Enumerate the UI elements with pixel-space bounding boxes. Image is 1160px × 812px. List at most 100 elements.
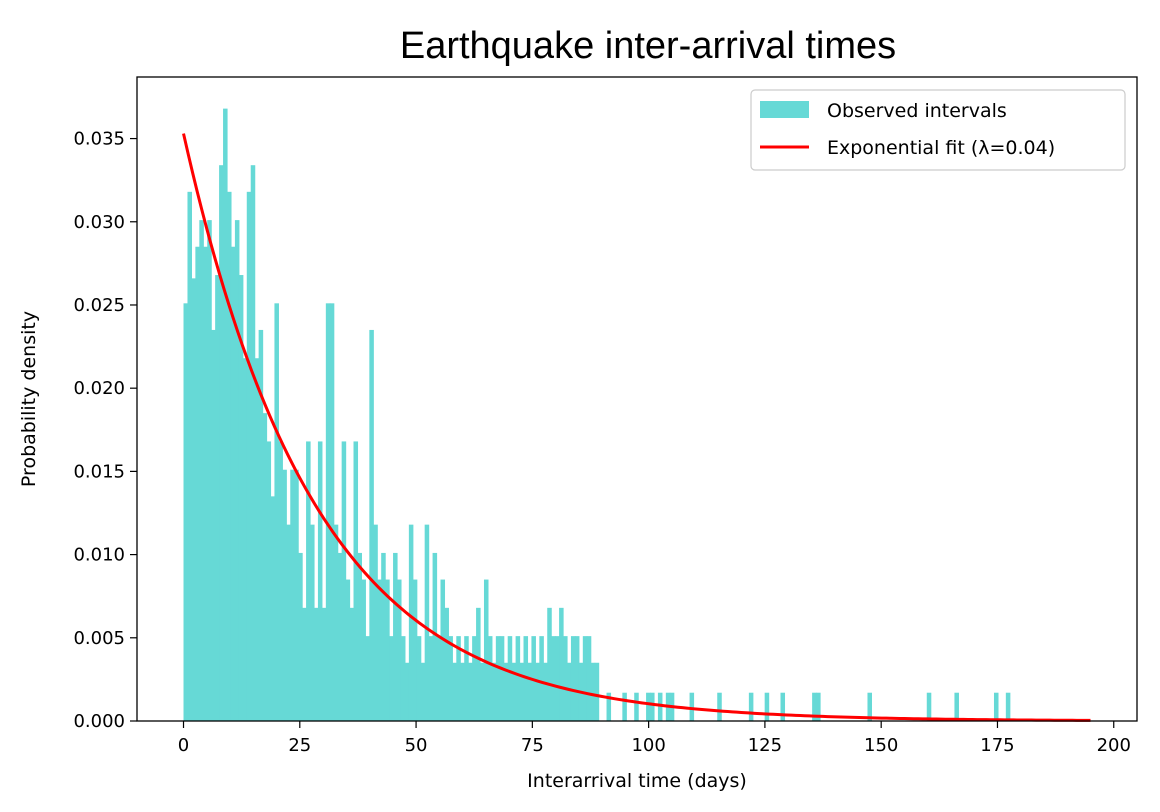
histogram-bar [543,662,548,721]
histogram-bar [230,246,236,722]
y-tick-label: 0.010 [73,545,125,566]
y-tick-label: 0.015 [73,461,125,482]
histogram-bar [183,303,189,721]
histogram-bar [321,607,327,721]
histogram-bar [748,692,754,721]
histogram-bar [286,524,291,721]
histogram-bar [385,579,390,721]
histogram-bar [499,636,505,721]
histogram-bar [436,636,442,721]
histogram-bar [416,636,422,721]
histogram-bar [353,441,359,721]
histogram-bar [246,191,252,721]
legend-entry-fit: Exponential fit (λ=0.04) [827,137,1055,159]
histogram-bar [393,552,398,721]
histogram-bar [345,579,351,721]
histogram-bar [563,636,568,721]
histogram-bar [274,303,279,721]
histogram-bar [333,524,339,721]
histogram-bar [341,441,347,721]
histogram-bar [491,662,497,721]
x-tick-label: 175 [980,735,1014,756]
histogram-bar [570,636,576,721]
histogram-bar [203,246,208,722]
histogram-bar [650,692,655,721]
histogram-bar [397,579,402,721]
histogram-bar [555,636,560,721]
histogram-bar [926,692,932,721]
histogram-bar [495,636,501,721]
x-tick-label: 200 [1097,735,1131,756]
histogram-bar [476,607,481,721]
histogram-bar [282,469,287,721]
histogram-bar [535,662,540,721]
histogram-bar [404,662,410,721]
histogram-bar [266,441,272,721]
histogram-bar [262,413,268,721]
histogram-bar [238,275,244,721]
histogram-bar [480,662,485,721]
y-tick-label: 0.005 [73,628,125,649]
histogram-bar [574,636,580,721]
y-tick-label: 0.000 [73,711,125,732]
histogram-bar [234,220,240,722]
histogram-bar [294,469,299,721]
x-tick-label: 150 [864,735,898,756]
histogram-bar [325,303,331,721]
histogram-bar [357,552,362,721]
histogram-bar [290,469,295,721]
histogram-bar [582,636,588,721]
histogram-bar [412,579,418,721]
histogram-bar [219,165,224,721]
histogram-bar [389,636,394,721]
histogram-bar [460,662,465,721]
histogram-bar [298,552,303,721]
histogram-bar [606,692,612,721]
histogram-bar [270,496,276,721]
histogram-bar [468,662,473,721]
histogram-bar [622,692,627,721]
histogram-bar [1005,692,1011,721]
histogram-bar [590,662,596,721]
x-tick-label: 75 [521,735,544,756]
histogram-bar [867,692,872,721]
histogram-bar [278,441,283,721]
histogram-bar [452,662,457,721]
y-tick-label: 0.030 [73,212,125,233]
histogram-bar [483,579,489,721]
x-axis-ticks: 0 25 50 75 100 125 150 175 200 [178,721,1131,756]
histogram-bar [227,191,232,721]
histogram-bar [657,692,663,721]
histogram-bar [349,607,355,721]
histogram-bar [472,636,477,721]
histogram-bar [329,303,335,721]
histogram-bar [551,636,556,721]
histogram-bar [313,607,319,721]
legend-box [750,89,1126,171]
histogram-bar [420,662,426,721]
x-tick-label: 100 [631,735,665,756]
histogram-bar [381,552,386,721]
histogram-bar [306,441,311,721]
histogram-bar [373,524,378,721]
plot-area-frame [136,76,1138,722]
histogram-bar [503,662,509,721]
histogram-bar [377,579,382,721]
histogram-bar [764,692,770,721]
histogram-bar [424,524,430,721]
histogram-bar [780,692,786,721]
histogram-bar [812,692,817,721]
legend-entry-observed: Observed intervals [827,100,1007,122]
histogram-bar [954,692,959,721]
histogram-bar [515,636,521,721]
histogram-bar [519,662,525,721]
histogram-bar [317,441,323,721]
y-axis-label: Probability density [18,311,40,487]
y-tick-label: 0.035 [73,129,125,150]
histogram-bar [440,579,446,721]
histogram-bar [456,636,461,721]
histogram-bar [993,692,999,721]
histogram-bar [207,220,212,722]
exponential-fit-line [182,133,1091,722]
